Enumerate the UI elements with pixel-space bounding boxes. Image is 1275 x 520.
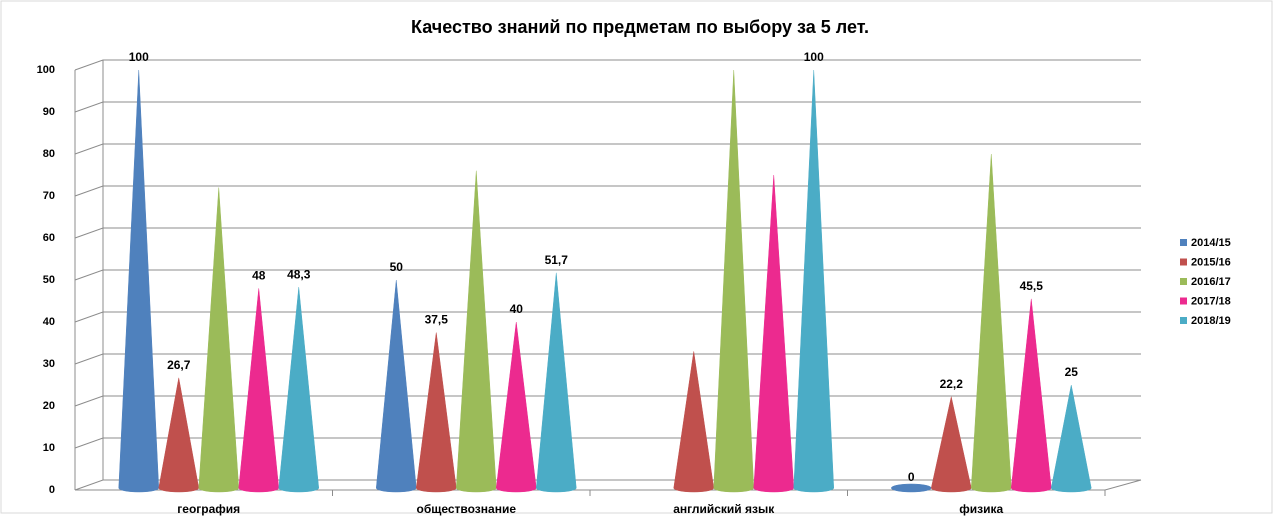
y-tick-label: 90 [43, 106, 55, 118]
cone [1050, 384, 1092, 493]
data-label: 48 [252, 269, 266, 283]
y-tick-label: 40 [43, 316, 55, 328]
y-tick-label: 20 [43, 400, 55, 412]
data-label: 40 [510, 302, 524, 316]
data-label: 51,7 [545, 253, 569, 267]
y-tick-label: 100 [37, 64, 55, 76]
legend-label: 2018/19 [1191, 315, 1231, 327]
x-tick-label: физика [959, 502, 1003, 516]
data-label: 50 [390, 260, 404, 274]
data-label: 26,7 [167, 358, 191, 372]
data-label: 100 [804, 50, 824, 64]
cone [793, 69, 835, 493]
legend-label: 2017/18 [1191, 295, 1231, 307]
data-label: 45,5 [1020, 279, 1044, 293]
data-label: 37,5 [425, 313, 449, 327]
legend-swatch [1180, 317, 1187, 324]
legend-label: 2014/15 [1191, 237, 1231, 249]
y-tick-label: 80 [43, 148, 55, 160]
cone [278, 287, 320, 493]
y-tick-label: 50 [43, 274, 55, 286]
legend-swatch [1180, 278, 1187, 285]
legend-label: 2015/16 [1191, 256, 1231, 268]
data-label: 100 [129, 50, 149, 64]
data-label: 22,2 [940, 377, 964, 391]
data-label: 25 [1065, 365, 1079, 379]
legend-swatch [1180, 297, 1187, 305]
y-tick-label: 70 [43, 190, 55, 202]
cone [890, 483, 932, 493]
legend-swatch [1180, 258, 1187, 266]
x-tick-label: география [177, 502, 240, 516]
y-tick-label: 10 [43, 442, 55, 454]
chart-title: Качество знаний по предметам по выбору з… [411, 17, 869, 37]
y-tick-label: 30 [43, 358, 55, 370]
data-label: 48,3 [287, 267, 311, 281]
data-label: 0 [908, 470, 915, 484]
legend-label: 2016/17 [1191, 276, 1231, 288]
y-tick-label: 60 [43, 232, 55, 244]
x-tick-label: английский язык [673, 502, 775, 516]
legend-swatch [1180, 239, 1187, 246]
x-tick-label: обществознание [416, 502, 516, 516]
y-tick-label: 0 [49, 484, 55, 496]
cone [535, 272, 577, 493]
